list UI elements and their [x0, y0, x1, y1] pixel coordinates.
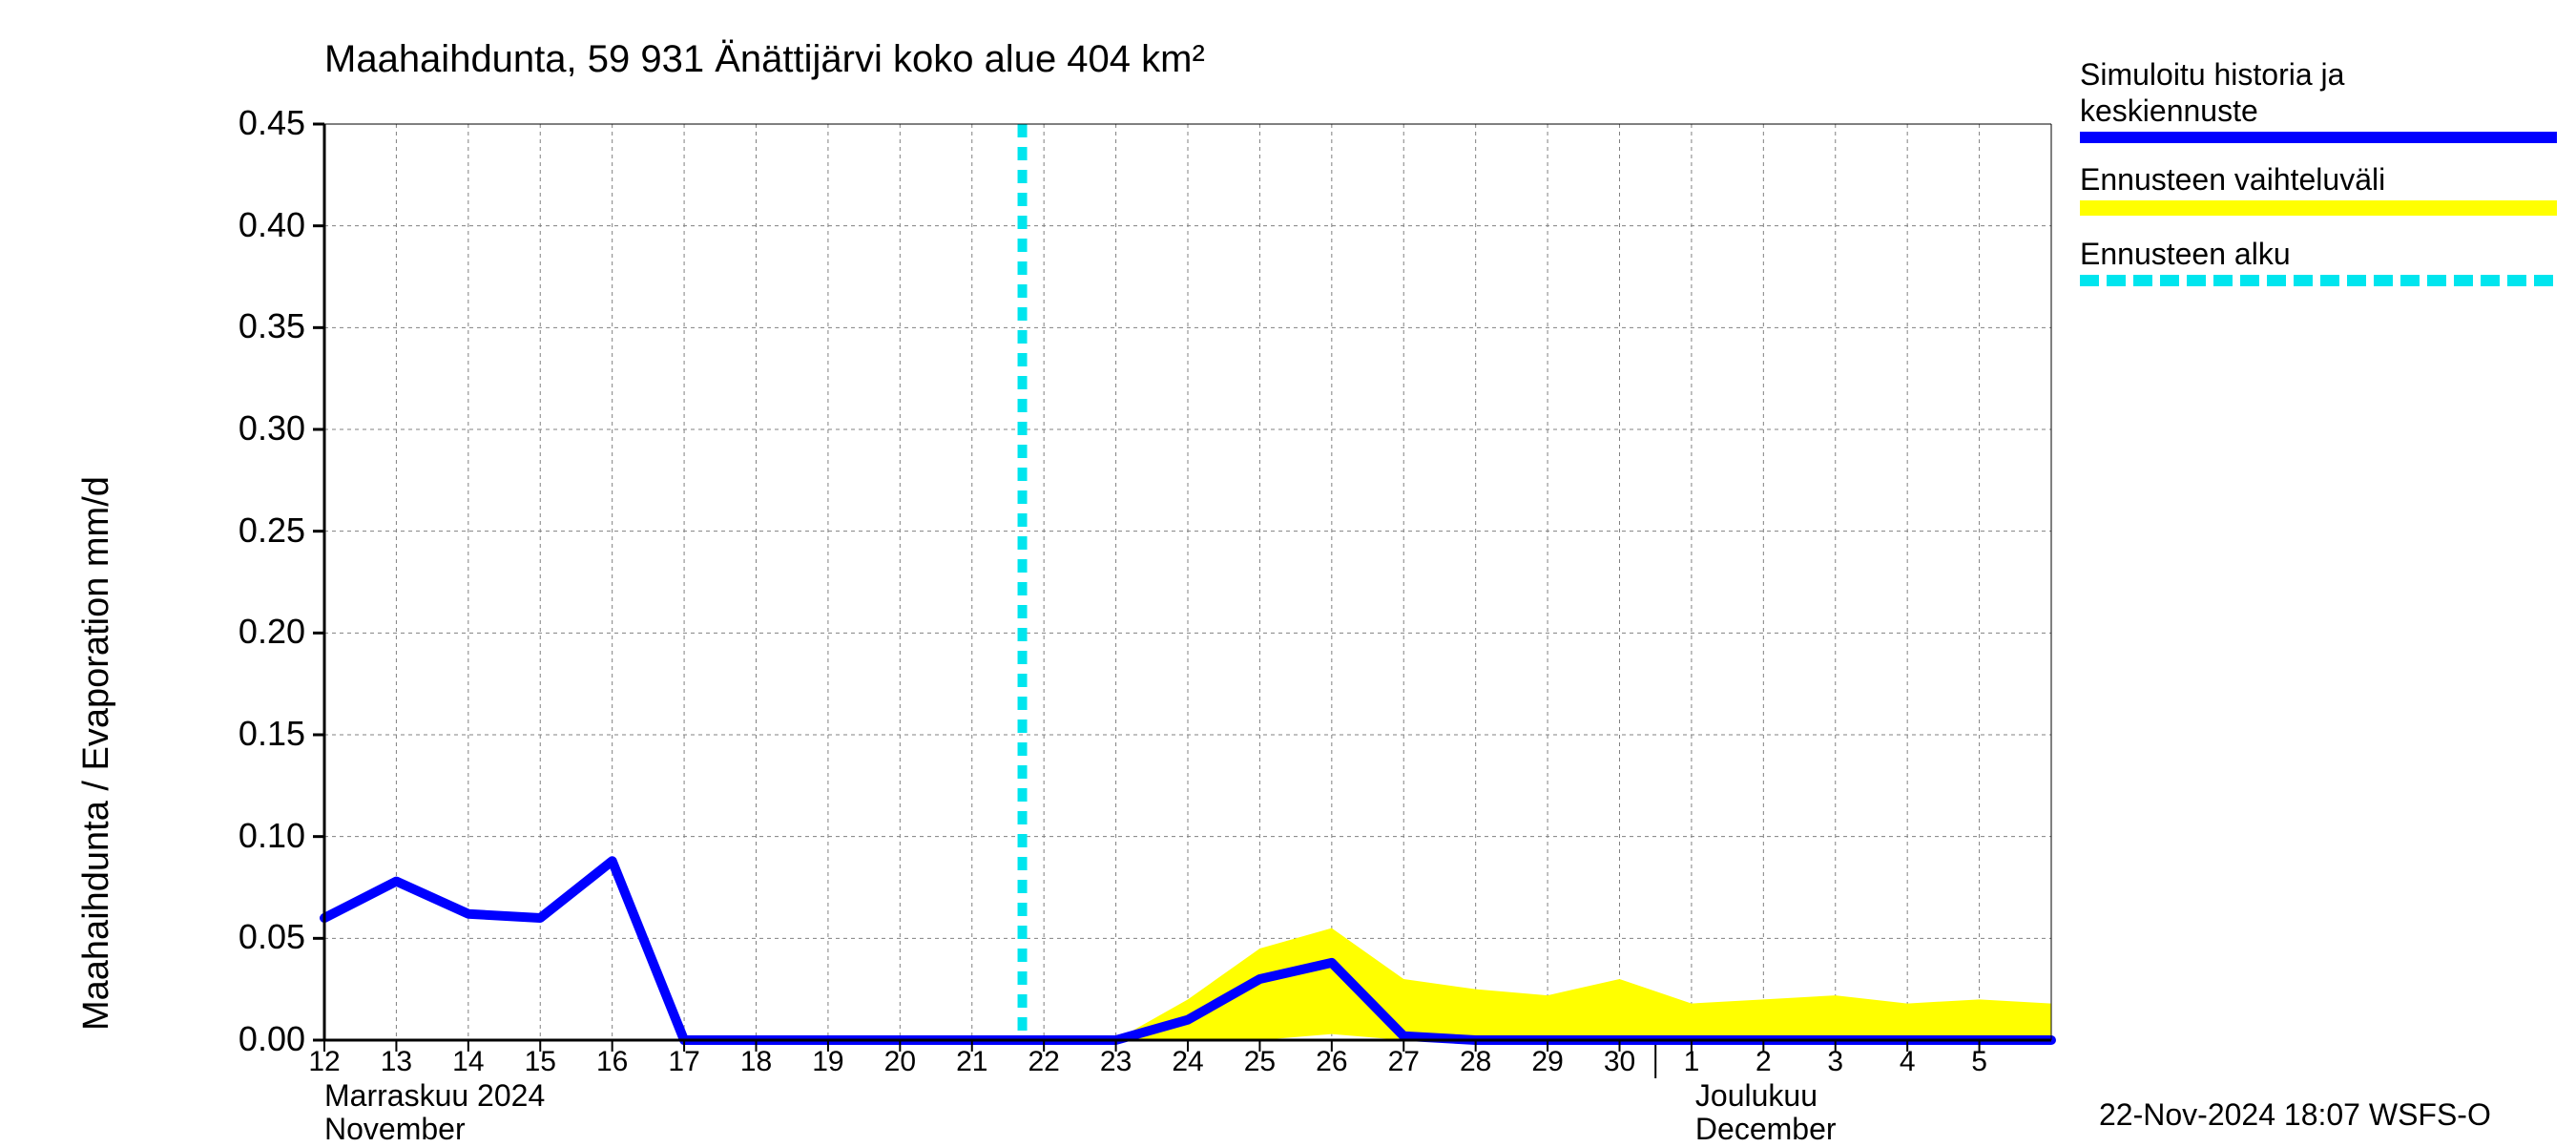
- plot-area: [0, 0, 2576, 1145]
- chart-canvas: Maahaihdunta, 59 931 Änättijärvi koko al…: [0, 0, 2576, 1145]
